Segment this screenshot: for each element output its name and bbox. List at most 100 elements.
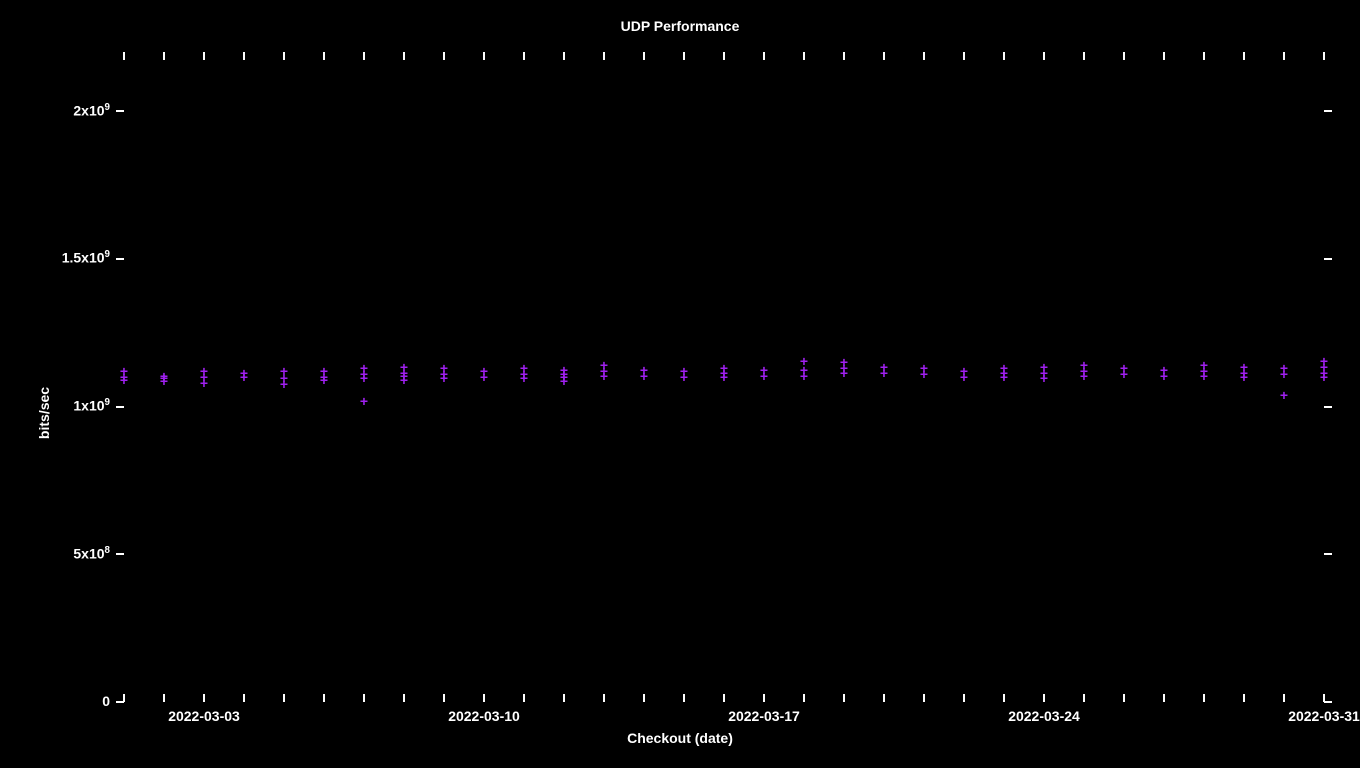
- data-point: +: [400, 373, 408, 387]
- x-tick-mark: [843, 694, 845, 702]
- x-tick-mark: [803, 694, 805, 702]
- x-tick-mark: [123, 52, 125, 60]
- data-point: +: [760, 369, 768, 383]
- x-tick-mark: [923, 52, 925, 60]
- x-tick-label: 2022-03-03: [168, 708, 240, 724]
- y-tick-mark: [116, 406, 124, 408]
- x-tick-mark: [1323, 52, 1325, 60]
- x-tick-mark: [643, 694, 645, 702]
- x-tick-mark: [1083, 52, 1085, 60]
- x-tick-mark: [1163, 52, 1165, 60]
- x-tick-mark: [683, 52, 685, 60]
- x-tick-mark: [1283, 52, 1285, 60]
- data-point: +: [160, 374, 168, 388]
- x-tick-mark: [1203, 694, 1205, 702]
- data-point: +: [360, 371, 368, 385]
- data-point: +: [200, 376, 208, 390]
- x-tick-label: 2022-03-24: [1008, 708, 1080, 724]
- data-point: +: [1280, 367, 1288, 381]
- y-tick-mark: [1324, 258, 1332, 260]
- x-tick-mark: [763, 52, 765, 60]
- x-tick-mark: [723, 694, 725, 702]
- x-tick-mark: [1243, 694, 1245, 702]
- data-point: +: [520, 371, 528, 385]
- x-tick-mark: [1083, 694, 1085, 702]
- data-point: +: [1120, 367, 1128, 381]
- data-point: +: [880, 366, 888, 380]
- y-tick-label: 0: [102, 693, 110, 709]
- x-tick-label: 2022-03-17: [728, 708, 800, 724]
- y-tick-label: 1x109: [73, 397, 110, 414]
- x-tick-mark: [1123, 52, 1125, 60]
- x-tick-mark: [1043, 52, 1045, 60]
- y-tick-label: 5x108: [73, 545, 110, 562]
- x-tick-mark: [1283, 694, 1285, 702]
- x-tick-mark: [923, 694, 925, 702]
- y-tick-label: 2x109: [73, 102, 110, 119]
- y-tick-mark: [116, 553, 124, 555]
- data-point: +: [1240, 370, 1248, 384]
- data-point: +: [800, 369, 808, 383]
- data-point: +: [120, 364, 128, 378]
- data-point: +: [920, 367, 928, 381]
- data-point: +: [1320, 370, 1328, 384]
- x-tick-mark: [203, 52, 205, 60]
- x-tick-mark: [683, 694, 685, 702]
- y-tick-mark: [1324, 701, 1332, 703]
- x-tick-mark: [1043, 694, 1045, 702]
- x-tick-mark: [1323, 694, 1325, 702]
- data-point: +: [360, 394, 368, 408]
- data-point: +: [600, 369, 608, 383]
- x-tick-mark: [483, 694, 485, 702]
- x-tick-mark: [963, 694, 965, 702]
- x-tick-mark: [723, 52, 725, 60]
- data-point: +: [680, 370, 688, 384]
- x-tick-mark: [243, 694, 245, 702]
- x-tick-mark: [523, 52, 525, 60]
- x-tick-mark: [563, 694, 565, 702]
- y-tick-mark: [116, 110, 124, 112]
- data-point: +: [1200, 369, 1208, 383]
- data-point: +: [640, 369, 648, 383]
- x-tick-mark: [363, 52, 365, 60]
- data-point: +: [280, 377, 288, 391]
- x-tick-mark: [1003, 694, 1005, 702]
- x-tick-mark: [563, 52, 565, 60]
- x-tick-mark: [803, 52, 805, 60]
- x-tick-mark: [363, 694, 365, 702]
- x-tick-label: 2022-03-31: [1288, 708, 1360, 724]
- x-tick-mark: [123, 694, 125, 702]
- data-point: +: [840, 366, 848, 380]
- x-tick-mark: [323, 694, 325, 702]
- x-tick-mark: [163, 694, 165, 702]
- data-point: +: [1040, 371, 1048, 385]
- x-tick-mark: [603, 694, 605, 702]
- data-point: +: [320, 373, 328, 387]
- x-tick-mark: [203, 694, 205, 702]
- y-axis-label: bits/sec: [36, 387, 52, 439]
- x-tick-mark: [963, 52, 965, 60]
- x-tick-mark: [763, 694, 765, 702]
- y-tick-mark: [1324, 110, 1332, 112]
- x-tick-mark: [603, 52, 605, 60]
- data-point: +: [960, 370, 968, 384]
- x-tick-mark: [883, 694, 885, 702]
- chart-title: UDP Performance: [0, 18, 1360, 34]
- y-tick-label: 1.5x109: [62, 249, 110, 266]
- x-tick-mark: [1003, 52, 1005, 60]
- data-point: +: [560, 374, 568, 388]
- x-axis-label: Checkout (date): [0, 730, 1360, 746]
- data-point: +: [1080, 369, 1088, 383]
- x-tick-mark: [1203, 52, 1205, 60]
- x-tick-mark: [443, 52, 445, 60]
- x-tick-mark: [1123, 694, 1125, 702]
- x-tick-mark: [283, 694, 285, 702]
- x-tick-mark: [883, 52, 885, 60]
- x-tick-mark: [523, 694, 525, 702]
- x-tick-mark: [283, 52, 285, 60]
- chart-container: UDP Performance bits/sec Checkout (date)…: [0, 0, 1360, 768]
- x-tick-mark: [403, 52, 405, 60]
- y-tick-mark: [1324, 553, 1332, 555]
- x-tick-mark: [323, 52, 325, 60]
- data-point: +: [440, 371, 448, 385]
